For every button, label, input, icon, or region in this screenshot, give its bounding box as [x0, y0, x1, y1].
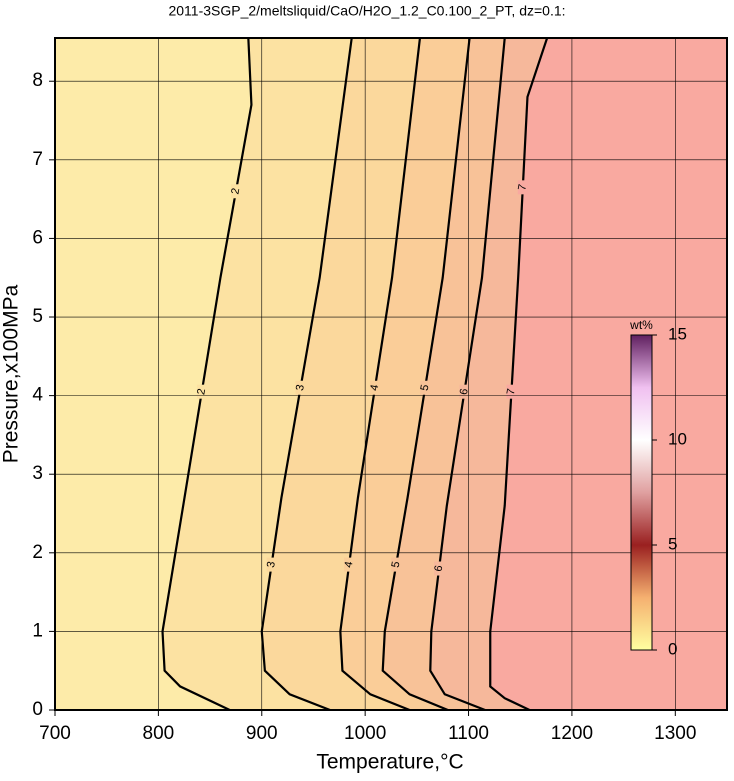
x-tick-label: 1200 [551, 723, 593, 744]
y-tick-label: 8 [32, 70, 43, 91]
contour-line [489, 38, 549, 710]
contour-label-bg [506, 384, 517, 399]
x-tick-label: 1300 [654, 723, 696, 744]
contour-label-bg [230, 184, 241, 199]
y-tick-label: 6 [32, 227, 43, 248]
colorbar-tick-label: 10 [668, 429, 687, 448]
x-tick-label: 900 [246, 723, 278, 744]
x-tick-label: 1100 [448, 723, 489, 744]
plot-area: 2 2 3 3 4 4 5 5 6 6 7 7 [55, 38, 727, 710]
contour-label-bg [266, 557, 277, 572]
x-tick-label: 1000 [344, 723, 386, 744]
contour-label-bg [295, 380, 306, 395]
y-tick-label: 5 [32, 306, 43, 327]
x-tick-label: 800 [143, 723, 175, 744]
x-tick-label: 700 [39, 723, 71, 744]
y-axis-label: Pressure,x100MPa [0, 284, 23, 463]
colorbar-tick-label: 15 [668, 324, 687, 343]
contour-label-bg [196, 384, 207, 399]
contour-label-bg [434, 561, 445, 576]
contour-label: 7 [505, 388, 518, 396]
contour-fill [490, 38, 727, 710]
contour-label: 6 [433, 564, 446, 572]
y-tick-label: 3 [32, 463, 43, 484]
contour-label: 3 [265, 561, 278, 569]
contour-label: 4 [368, 384, 381, 392]
contour-label: 2 [195, 388, 208, 396]
colorbar [630, 334, 653, 651]
contour-label-bg [420, 380, 431, 395]
y-tick-label: 4 [32, 385, 43, 406]
y-tick-label: 7 [32, 149, 43, 170]
contour-label-bg [391, 557, 402, 572]
y-tick-label: 1 [32, 620, 43, 641]
contour-label: 7 [516, 183, 529, 191]
contour-label: 5 [419, 384, 432, 392]
y-tick-label: 2 [32, 542, 43, 563]
contour-label: 2 [229, 187, 242, 195]
colorbar-label: wt% [629, 318, 653, 332]
colorbar-tick-label: 0 [668, 639, 677, 658]
colorbar-tick-label: 5 [668, 534, 677, 553]
contour-label: 3 [294, 384, 307, 392]
chart-title: 2011-3SGP_2/meltsliquid/CaO/H2O_1.2_C0.1… [168, 3, 565, 19]
plot-frame [54, 37, 728, 711]
contour-label-bg [344, 557, 355, 572]
contour-label-bg [369, 380, 380, 395]
contour-label: 5 [390, 561, 403, 569]
y-tick-label: 0 [32, 699, 43, 720]
contour-line [161, 38, 253, 710]
contour-label: 6 [458, 388, 471, 396]
x-axis-label: Temperature,°C [316, 751, 463, 774]
contour-label: 4 [343, 561, 356, 569]
contour-label-bg [517, 180, 528, 195]
contour-label-bg [459, 384, 470, 399]
